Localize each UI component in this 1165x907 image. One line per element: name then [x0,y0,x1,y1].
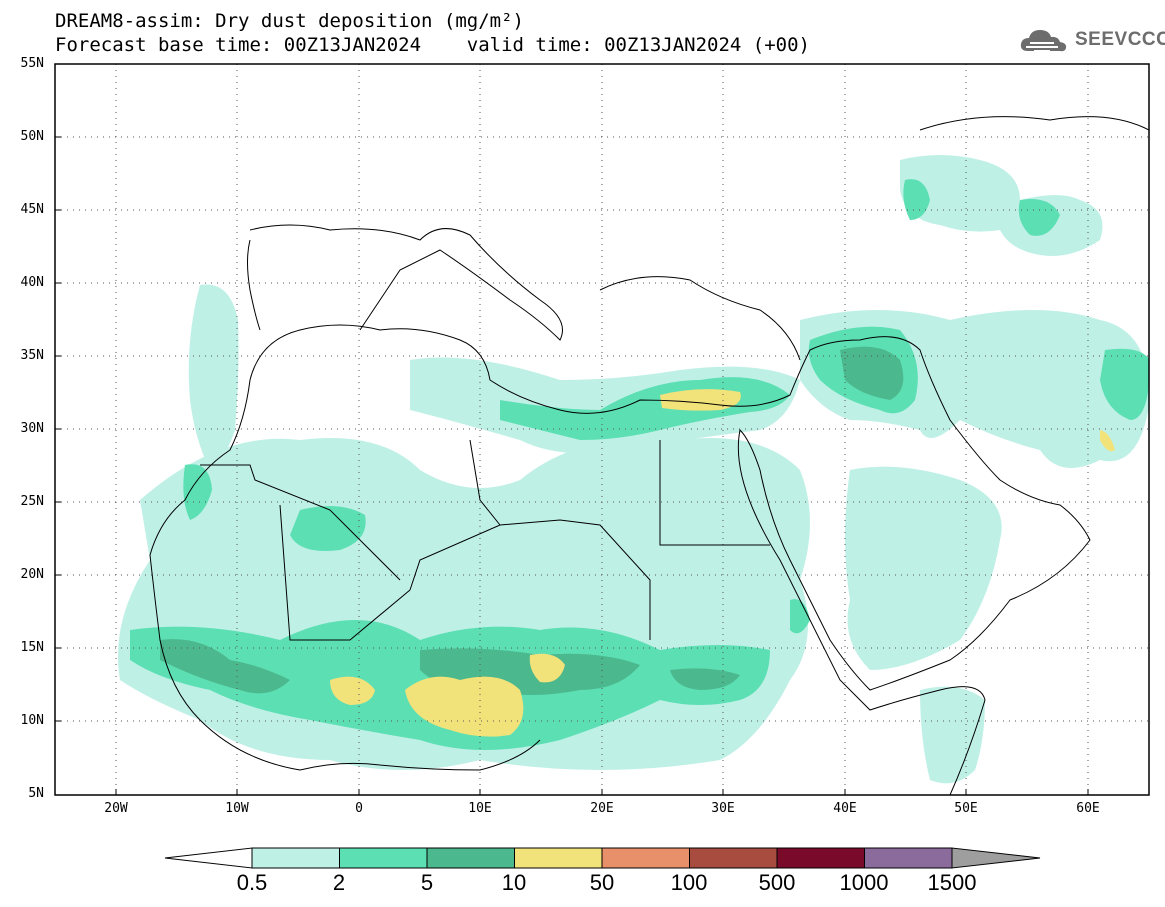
lon-label: 50E [954,801,978,816]
lat-label: 45N [20,202,44,217]
colorbar-label: 10 [501,870,527,895]
tick-marks [55,136,1089,795]
lon-label: 60E [1076,801,1100,816]
lon-label: 30E [711,801,735,816]
lon-label: 0 [355,801,363,816]
lat-label: 5N [28,786,44,801]
colorbar-label: 50 [589,870,615,895]
colorbar-label: 500 [758,870,796,895]
coastlines [149,116,1149,795]
lat-label: 15N [20,640,44,655]
map-title: DREAM8-assim: Dry dust deposition (mg/m²… [55,10,524,32]
graticule [55,64,1149,795]
lon-label: 20W [104,801,128,816]
dust-field [55,64,1149,795]
lon-label: 40E [833,801,857,816]
lon-label: 20E [590,801,614,816]
colorbar-label: 1000 [839,870,889,895]
logo-text: SEEVCCC [1075,29,1165,50]
colorbar-label: 0.5 [236,870,268,895]
colorbar-label: 5 [420,870,434,895]
lat-label: 50N [20,129,44,144]
forecast-time-line: Forecast base time: 00Z13JAN2024 valid t… [55,34,810,56]
colorbar-label: 100 [670,870,708,895]
colorbar-label: 2 [332,870,346,895]
lat-label: 25N [20,494,44,509]
lat-label: 40N [20,275,44,290]
lat-label: 30N [20,421,44,436]
lat-label: 10N [20,713,44,728]
cloud-icon [1020,30,1067,52]
colorbar-label: 1500 [927,870,977,895]
lon-label: 10W [225,801,249,816]
lat-label: 55N [20,56,44,71]
lon-label: 10E [468,801,492,816]
lat-label: 35N [20,348,44,363]
lat-label: 20N [20,567,44,582]
